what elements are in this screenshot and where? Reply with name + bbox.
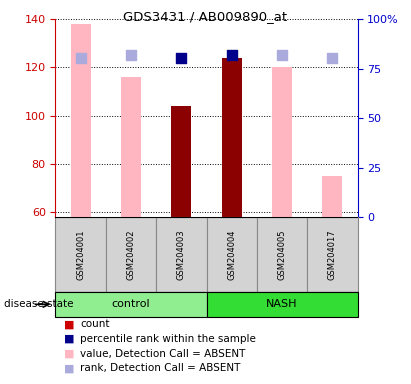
Text: count: count <box>80 319 110 329</box>
Text: ■: ■ <box>64 363 74 373</box>
Text: ■: ■ <box>64 319 74 329</box>
Point <box>279 52 285 58</box>
Point <box>128 52 134 58</box>
Bar <box>272 68 292 217</box>
Text: GSM204001: GSM204001 <box>76 229 85 280</box>
Text: GSM204002: GSM204002 <box>127 229 136 280</box>
Point <box>178 55 185 61</box>
Bar <box>206 217 257 292</box>
Bar <box>307 217 358 292</box>
Text: ■: ■ <box>64 334 74 344</box>
Text: GDS3431 / AB009890_at: GDS3431 / AB009890_at <box>123 10 288 23</box>
Bar <box>156 217 206 292</box>
Text: percentile rank within the sample: percentile rank within the sample <box>80 334 256 344</box>
Bar <box>71 24 91 217</box>
Bar <box>171 106 192 217</box>
Point <box>329 55 336 61</box>
Text: rank, Detection Call = ABSENT: rank, Detection Call = ABSENT <box>80 363 240 373</box>
Bar <box>257 217 307 292</box>
Text: value, Detection Call = ABSENT: value, Detection Call = ABSENT <box>80 349 245 359</box>
Bar <box>206 292 358 317</box>
Bar <box>322 176 342 217</box>
Text: NASH: NASH <box>266 299 298 310</box>
Text: GSM204017: GSM204017 <box>328 229 337 280</box>
Bar <box>121 77 141 217</box>
Bar <box>55 217 106 292</box>
Text: GSM204004: GSM204004 <box>227 229 236 280</box>
Point <box>229 52 235 58</box>
Bar <box>55 292 206 317</box>
Text: GSM204005: GSM204005 <box>277 229 286 280</box>
Text: control: control <box>112 299 150 310</box>
Text: ■: ■ <box>64 349 74 359</box>
Bar <box>106 217 156 292</box>
Point <box>77 55 84 61</box>
Text: disease state: disease state <box>4 299 74 310</box>
Text: GSM204003: GSM204003 <box>177 229 186 280</box>
Bar <box>222 58 242 217</box>
